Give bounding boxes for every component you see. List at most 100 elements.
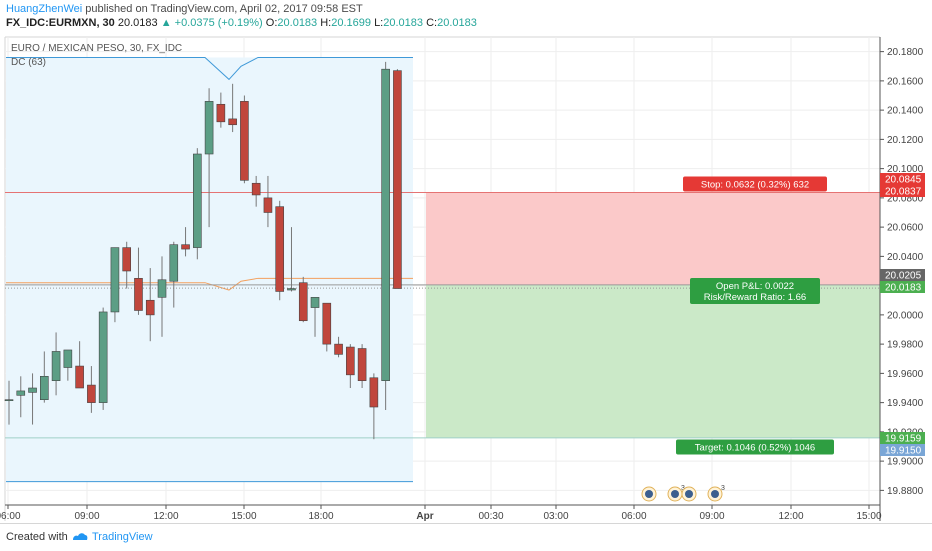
candle[interactable]: [251, 182, 261, 196]
candle[interactable]: [381, 68, 390, 381]
candle[interactable]: [393, 70, 402, 289]
stop-label-box: [683, 176, 827, 192]
candles[interactable]: [4, 61, 402, 440]
price-tag: [880, 432, 925, 444]
author-link[interactable]: HuangZhenWei: [6, 3, 83, 15]
candle[interactable]: [157, 279, 167, 298]
x-tick-label: Apr: [416, 511, 433, 522]
price-tag: [880, 185, 925, 197]
y-tick-label: 19.9000: [887, 457, 924, 468]
candle[interactable]: [287, 288, 296, 291]
candle[interactable]: [87, 384, 96, 403]
x-tick-label: 18:00: [308, 511, 333, 522]
candle[interactable]: [275, 206, 285, 292]
candle[interactable]: [63, 349, 73, 368]
candle[interactable]: [204, 101, 214, 155]
candle[interactable]: [134, 278, 143, 311]
open-label: O:: [265, 17, 278, 29]
tradingview-logo[interactable]: TradingView: [72, 531, 153, 543]
x-tick-label: 06:00: [0, 511, 21, 522]
y-tick-label: 19.9600: [887, 369, 924, 380]
candle[interactable]: [369, 377, 379, 408]
event-icon-flag: [671, 490, 679, 498]
y-tick-label: 20.1800: [887, 47, 924, 58]
candle[interactable]: [263, 197, 273, 213]
candle[interactable]: [169, 244, 179, 282]
price-tag-label: 20.0183: [885, 283, 922, 294]
change: +0.0375 (+0.19%): [174, 17, 263, 29]
created-with: Created with: [6, 531, 68, 543]
x-tick-label: 15:00: [856, 511, 881, 522]
event-icon-flag: [645, 490, 653, 498]
donchian-upper-line: [6, 56, 413, 81]
price-tag: [880, 281, 925, 293]
y-tick-label: 19.9400: [887, 398, 924, 409]
pnl-label-text: Risk/Reward Ratio: 1.66: [704, 292, 806, 303]
y-tick-label: 20.0800: [887, 193, 924, 204]
candle[interactable]: [322, 302, 332, 345]
x-tick-label: 12:00: [778, 511, 803, 522]
candle[interactable]: [334, 343, 343, 355]
close-value: 20.0183: [437, 17, 477, 29]
candle[interactable]: [298, 282, 308, 322]
price-axis[interactable]: 20.180020.160020.140020.120020.100020.08…: [880, 47, 925, 497]
low-value: 20.0183: [383, 17, 424, 29]
close-label: C:: [426, 17, 438, 29]
candle[interactable]: [346, 346, 355, 376]
y-tick-label: 20.1400: [887, 106, 924, 117]
candle[interactable]: [310, 297, 320, 308]
candle[interactable]: [98, 311, 108, 403]
y-tick-label: 19.9800: [887, 340, 924, 351]
x-tick-label: 09:00: [699, 511, 724, 522]
footer: Created with TradingView: [0, 523, 932, 551]
candle[interactable]: [4, 399, 14, 402]
pnl-label-box: [690, 278, 820, 304]
event-icon-flag: [711, 490, 719, 498]
y-tick-label: 20.1600: [887, 76, 924, 87]
price-tag: [880, 173, 925, 185]
candle[interactable]: [16, 390, 26, 396]
x-tick-label: 03:00: [543, 511, 568, 522]
candle[interactable]: [357, 348, 367, 381]
last-price: 20.0183: [117, 17, 158, 29]
y-tick-label: 20.1000: [887, 164, 924, 175]
stop-label-text: Stop: 0.0632 (0.32%) 632: [701, 180, 809, 191]
candle[interactable]: [193, 153, 202, 248]
symbol-info: FX_IDC:EURMXN, 30 20.0183 ▲ +0.0375 (+0.…: [6, 17, 477, 29]
candle[interactable]: [240, 101, 249, 181]
price-chart[interactable]: Stop: 0.0632 (0.32%) 632 Open P&L: 0.0022…: [0, 0, 932, 523]
price-tag-label: 19.9159: [885, 434, 922, 445]
target-zone: [426, 284, 880, 438]
candle[interactable]: [51, 351, 61, 381]
price-tag-label: 20.0837: [885, 187, 922, 198]
high-label: H:: [320, 17, 332, 29]
price-tag-label: 19.9150: [885, 446, 922, 457]
indicator-label: DC (63): [11, 57, 46, 68]
y-tick-label: 20.0000: [887, 310, 924, 321]
publish-info: HuangZhenWei published on TradingView.co…: [6, 3, 363, 15]
candle[interactable]: [216, 103, 226, 123]
position-zones: [5, 191, 880, 439]
target-label-box: [676, 439, 834, 455]
brand-text: TradingView: [92, 531, 153, 543]
price-tag-label: 20.0845: [885, 175, 922, 186]
cloud-icon: [73, 533, 88, 540]
target-label-text: Target: 0.1046 (0.52%) 1046: [695, 443, 815, 454]
x-tick-label: 09:00: [74, 511, 99, 522]
stop-zone: [426, 192, 880, 285]
candle[interactable]: [110, 247, 120, 313]
candle[interactable]: [40, 375, 49, 400]
time-axis[interactable]: 06:00 09:00 12:00 15:00 18:00 Apr 00:30 03:00 06…: [0, 505, 882, 522]
candle[interactable]: [75, 365, 84, 389]
candle[interactable]: [145, 299, 155, 316]
event-count: 3: [721, 485, 725, 492]
y-tick-label: 20.1200: [887, 135, 924, 146]
price-tag: [880, 269, 925, 281]
up-arrow-icon: ▲: [160, 17, 172, 29]
candle[interactable]: [181, 244, 190, 250]
candle[interactable]: [228, 118, 237, 126]
pnl-label-text: Open P&L: 0.0022: [716, 281, 794, 292]
candle[interactable]: [122, 247, 131, 272]
candle[interactable]: [28, 387, 37, 393]
